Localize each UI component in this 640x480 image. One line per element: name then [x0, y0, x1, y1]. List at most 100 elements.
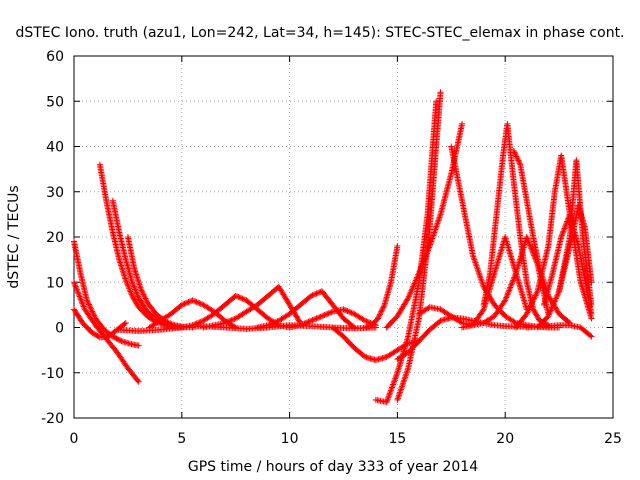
- data-point: [528, 245, 535, 252]
- data-point: [234, 293, 241, 300]
- data-point: [471, 256, 478, 263]
- data-point: [548, 305, 555, 312]
- data-point: [391, 378, 398, 385]
- data-point: [469, 252, 476, 259]
- data-point: [562, 224, 569, 231]
- data-point: [121, 320, 128, 327]
- data-point: [418, 263, 425, 270]
- data-point: [85, 300, 92, 307]
- x-tick-label: 0: [70, 431, 79, 447]
- data-point: [130, 283, 137, 290]
- series-28: [523, 322, 595, 340]
- data-point: [388, 385, 395, 392]
- data-point: [394, 395, 401, 402]
- data-point: [129, 292, 136, 299]
- data-point: [310, 316, 317, 323]
- data-point: [559, 229, 566, 236]
- data-point: [524, 235, 531, 242]
- data-point: [505, 290, 512, 297]
- data-point: [376, 311, 383, 318]
- data-point: [123, 279, 130, 286]
- data-point: [231, 316, 238, 323]
- data-point: [360, 316, 367, 323]
- data-point: [514, 154, 521, 161]
- data-point: [133, 300, 140, 307]
- data-point: [532, 310, 539, 317]
- data-point: [511, 274, 518, 281]
- data-point: [410, 283, 417, 290]
- data-point: [193, 299, 200, 306]
- data-point: [85, 301, 92, 308]
- data-point: [75, 290, 82, 297]
- x-tick-label: 10: [281, 431, 299, 447]
- data-point: [510, 148, 517, 155]
- data-point: [127, 288, 134, 295]
- data-point: [414, 274, 421, 281]
- data-point: [504, 291, 511, 298]
- data-point: [531, 295, 538, 302]
- data-point: [81, 304, 88, 311]
- data-point: [509, 278, 516, 285]
- data-point: [470, 253, 477, 260]
- data-point: [407, 290, 414, 297]
- data-point: [514, 156, 521, 163]
- data-point: [404, 368, 411, 375]
- data-point: [168, 321, 175, 328]
- data-point: [186, 298, 193, 305]
- data-point: [378, 308, 385, 315]
- data-point: [143, 296, 150, 303]
- data-point: [551, 298, 558, 305]
- data-point: [123, 278, 130, 285]
- data-point: [435, 217, 442, 224]
- data-point: [505, 288, 512, 295]
- data-point: [320, 312, 327, 319]
- data-point: [421, 255, 428, 262]
- data-point: [140, 291, 147, 298]
- data-point: [135, 293, 142, 300]
- data-point: [236, 294, 243, 301]
- series-3: [71, 306, 129, 341]
- data-point: [348, 309, 355, 316]
- data-point: [135, 342, 142, 349]
- data-point: [524, 236, 531, 243]
- data-point: [392, 374, 399, 381]
- data-point: [530, 296, 537, 303]
- data-point: [72, 282, 79, 289]
- data-point: [184, 299, 191, 306]
- data-point: [530, 307, 537, 314]
- data-point: [83, 297, 90, 304]
- data-point: [525, 238, 532, 245]
- data-point: [415, 270, 422, 277]
- data-point: [125, 282, 132, 289]
- data-point: [80, 302, 87, 309]
- data-point: [434, 220, 441, 227]
- data-point: [515, 158, 522, 165]
- data-point: [420, 258, 427, 265]
- data-point: [224, 318, 231, 325]
- data-point: [178, 301, 185, 308]
- data-point: [87, 305, 94, 312]
- data-point: [125, 284, 132, 291]
- data-point: [512, 152, 519, 159]
- data-point: [426, 244, 433, 251]
- data-point: [383, 399, 390, 406]
- data-point: [457, 319, 464, 326]
- y-tick-label: -20: [41, 411, 64, 427]
- data-point: [410, 281, 417, 288]
- data-point: [547, 308, 554, 315]
- data-point: [165, 319, 172, 326]
- data-point: [189, 297, 196, 304]
- data-point: [74, 287, 81, 294]
- data-point: [133, 289, 140, 296]
- data-point: [415, 271, 422, 278]
- data-point: [547, 307, 554, 314]
- data-point: [509, 280, 516, 287]
- data-point: [529, 299, 536, 306]
- data-point: [588, 333, 595, 340]
- data-point: [387, 387, 394, 394]
- data-point: [535, 315, 542, 322]
- data-point: [269, 320, 276, 327]
- data-point: [507, 283, 514, 290]
- series-6: [124, 234, 196, 331]
- data-point: [416, 268, 423, 275]
